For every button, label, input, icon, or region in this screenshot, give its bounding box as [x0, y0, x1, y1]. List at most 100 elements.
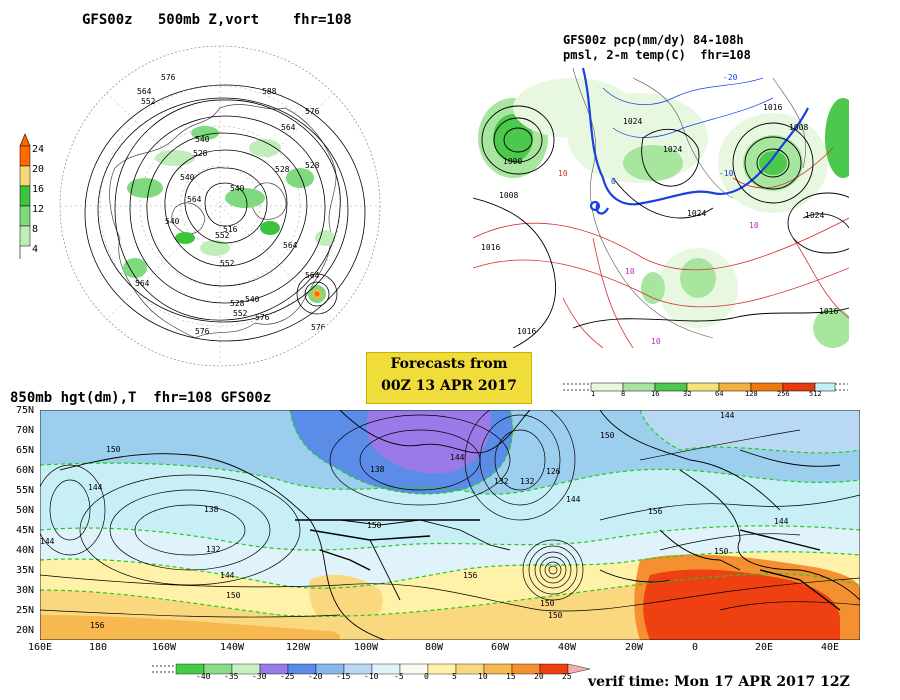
hgt-contour-label: 150	[600, 431, 615, 440]
hgt-contour-label: 150	[106, 445, 121, 454]
polar-contour-label: 552	[233, 309, 248, 318]
polar-vorticity	[123, 126, 335, 303]
precip-shading	[478, 78, 849, 348]
lat-label: 20N	[15, 625, 34, 636]
polar-map: 576 564 552 540 528 516 528 540 552 564 …	[59, 45, 381, 367]
polar-cbar-label: 20	[32, 164, 45, 175]
polar-contour-label: 540	[165, 217, 180, 226]
precip-temp-label: 10	[651, 337, 661, 346]
lon-label: 160W	[151, 642, 177, 653]
precip-cbar-label: 8	[621, 390, 626, 398]
lon-label: 20E	[754, 642, 774, 653]
lon-label: 180	[88, 642, 108, 653]
lon-label: 40E	[820, 642, 840, 653]
hgt-contour-label: 150	[540, 599, 555, 608]
polar-contour-label: 540	[230, 184, 245, 193]
hgt-map: 150 144 138 132 144 150 156 150 144 138 …	[40, 410, 860, 640]
polar-colorbar-graphic	[19, 133, 31, 259]
hgt-contour-label: 138	[370, 465, 385, 474]
precip-temp-label: -20	[723, 73, 738, 82]
hgt-contour-label: 138	[204, 505, 219, 514]
precip-map: 1000 1008 1016 1016 1024 1024 1024 1016 …	[473, 68, 849, 348]
precip-cbar-label: 512	[809, 390, 822, 398]
polar-contour-label: 564	[281, 123, 296, 132]
hgt-cbar-label: -20	[308, 672, 323, 681]
hgt-contour-label: 150	[226, 591, 241, 600]
lat-label: 45N	[15, 525, 34, 536]
precip-pressure-label: 1008	[789, 123, 808, 132]
precip-cbar-label: 16	[651, 390, 660, 398]
polar-contour-label: 576	[305, 107, 320, 116]
precip-colorbar-graphic	[563, 382, 848, 392]
lat-label: 75N	[15, 405, 34, 416]
lat-label: 55N	[15, 485, 34, 496]
lon-label: 60W	[490, 642, 510, 653]
precip-panel-title-1: GFS00z pcp(mm/dy) 84-108h	[563, 33, 744, 47]
precip-temp-label: -10	[719, 169, 734, 178]
hgt-contour-label: 156	[648, 507, 663, 516]
polar-contour-label: 564	[283, 241, 298, 250]
precip-panel-title-2: pmsl, 2-m temp(C) fhr=108	[563, 48, 751, 62]
precip-temp-labels: -20 -10 0 10 10 10 10	[558, 73, 759, 346]
hgt-cbar-label: 10	[478, 672, 488, 681]
polar-colorbar: 24 20 16 12 8 4	[18, 132, 58, 262]
polar-contour-label: 564	[137, 87, 152, 96]
hgt-contour-labels: 150 144 138 132 144 150 156 150 144 138 …	[40, 411, 789, 630]
hgt-colorbar: -40 -35 -30 -25 -20 -15 -10 -5 0 5 10 15…	[152, 660, 592, 686]
polar-contour-label: 540	[180, 173, 195, 182]
polar-contour-label: 516	[223, 225, 238, 234]
hgt-height-contours	[40, 410, 860, 618]
lon-label: 100W	[353, 642, 379, 653]
hgt-contour-label: 144	[774, 517, 789, 526]
hgt-cbar-label: 0	[424, 672, 429, 681]
precip-pressure-label: 1024	[687, 209, 706, 218]
forecast-init-line2: 00Z 13 APR 2017	[381, 378, 517, 394]
polar-contour-label: 540	[245, 295, 260, 304]
polar-contour-label: 552	[215, 231, 230, 240]
lon-label: 80W	[424, 642, 444, 653]
hgt-contour-label: 144	[88, 483, 103, 492]
forecast-init-line1: Forecasts from	[390, 356, 508, 372]
polar-contour-label: 552	[220, 259, 235, 268]
polar-contour-label: 528	[230, 299, 245, 308]
lat-label: 30N	[15, 585, 34, 596]
hgt-cbar-label: -5	[394, 672, 404, 681]
hgt-lon-axis: 160E 180 160W 140W 120W 100W 80W 60W 40W…	[20, 642, 880, 656]
hgt-contour-label: 144	[40, 537, 55, 546]
hgt-contour-label: 144	[220, 571, 235, 580]
hgt-boundaries	[295, 519, 841, 611]
polar-contour-label: 552	[141, 97, 156, 106]
hgt-cbar-label: -40	[196, 672, 211, 681]
hgt-contour-label: 144	[450, 453, 465, 462]
hgt-cbar-label: -15	[336, 672, 351, 681]
lon-label: 0	[691, 642, 699, 653]
polar-cbar-label: 12	[32, 204, 45, 215]
lat-label: 65N	[15, 445, 34, 456]
polar-cbar-label: 24	[32, 144, 45, 155]
polar-contour-label: 564	[187, 195, 202, 204]
hgt-isotherms	[40, 410, 860, 617]
precip-pressure-label: 1016	[763, 103, 782, 112]
precip-colorbar: 1 8 16 32 64 128 256 512	[563, 378, 848, 400]
precip-cbar-label: 128	[745, 390, 758, 398]
polar-contour-label: 576	[195, 327, 210, 336]
polar-contour-label: 528	[275, 165, 290, 174]
precip-pressure-label: 1024	[805, 211, 824, 220]
lat-label: 70N	[15, 425, 34, 436]
lon-label: 140W	[219, 642, 245, 653]
precip-pressure-label: 1000	[503, 157, 522, 166]
polar-cbar-label: 16	[32, 184, 45, 195]
hgt-lat-axis: 75N 70N 65N 60N 55N 50N 45N 40N 35N 30N …	[4, 405, 40, 637]
precip-cbar-label: 1	[591, 390, 596, 398]
polar-cbar-label: 4	[32, 244, 39, 255]
lon-label: 20W	[624, 642, 644, 653]
polar-contour-label: 588	[262, 87, 277, 96]
precip-temp-label: 10	[558, 169, 568, 178]
precip-pressure-label: 1016	[819, 307, 838, 316]
hgt-contour-label: 144	[566, 495, 581, 504]
hgt-cbar-label: -35	[224, 672, 239, 681]
hgt-cbar-label: -10	[364, 672, 379, 681]
precip-pressure-label: 1008	[499, 191, 518, 200]
polar-contour-label: 576	[161, 73, 176, 82]
precip-pressure-label: 1016	[517, 327, 536, 336]
